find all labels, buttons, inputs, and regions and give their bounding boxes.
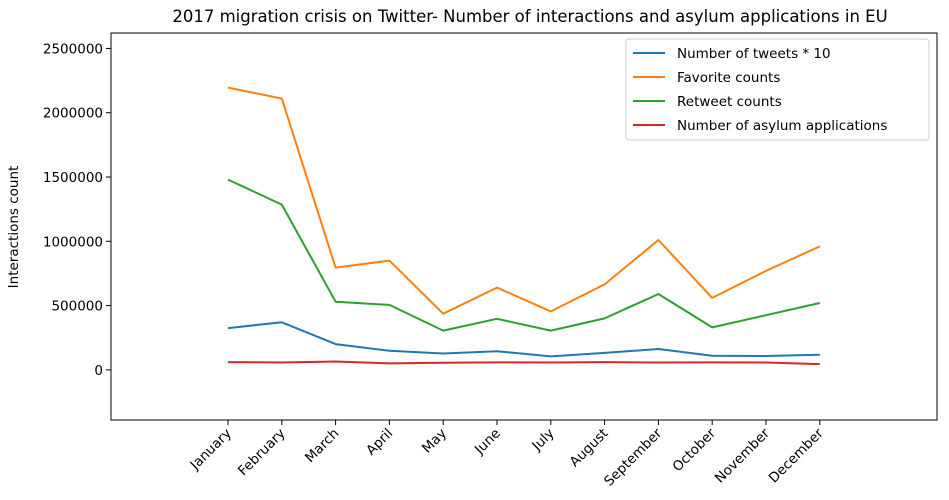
y-tick-label: 0: [94, 363, 103, 379]
x-tick-label: October: [670, 425, 720, 475]
x-axis-ticks: January February March April May June July Augu…: [187, 420, 827, 490]
legend-label: Retweet counts: [677, 94, 782, 110]
x-tick-label: February: [235, 426, 289, 480]
x-tick-label: July: [528, 426, 557, 455]
y-axis-ticks: 0 500000 1000000 1500000 2000000 2500000: [43, 41, 111, 379]
y-tick-label: 1000000: [43, 234, 103, 250]
y-tick-label: 500000: [51, 299, 103, 315]
y-tick-label: 2500000: [43, 41, 103, 57]
y-tick-label: 1500000: [43, 170, 103, 186]
x-tick-label: September: [601, 425, 665, 489]
x-tick-label: August: [567, 426, 612, 471]
series-line: [227, 86, 821, 315]
plot-area-frame: [110, 32, 938, 421]
legend-frame: [625, 38, 930, 141]
y-tick-label: 2000000: [43, 106, 103, 122]
x-tick-label: January: [187, 426, 235, 474]
legend-label: Number of asylum applications: [677, 118, 887, 134]
x-tick-label: December: [766, 425, 827, 486]
x-tick-label: June: [471, 426, 504, 459]
legend-label: Number of tweets * 10: [677, 46, 831, 62]
series-lines: [227, 86, 821, 366]
series-line: [227, 360, 820, 366]
x-tick-label: November: [712, 425, 773, 486]
x-tick-label: March: [302, 426, 342, 466]
x-tick-label: April: [363, 426, 396, 459]
y-axis-label: Interactions count: [6, 166, 22, 289]
legend: Number of tweets * 10 Favorite counts Retw…: [625, 38, 930, 141]
series-line: [227, 321, 820, 358]
series-line: [227, 178, 821, 332]
chart-title: 2017 migration crisis on Twitter- Number…: [172, 7, 887, 26]
legend-label: Favorite counts: [677, 70, 780, 86]
x-tick-label: May: [419, 426, 450, 457]
